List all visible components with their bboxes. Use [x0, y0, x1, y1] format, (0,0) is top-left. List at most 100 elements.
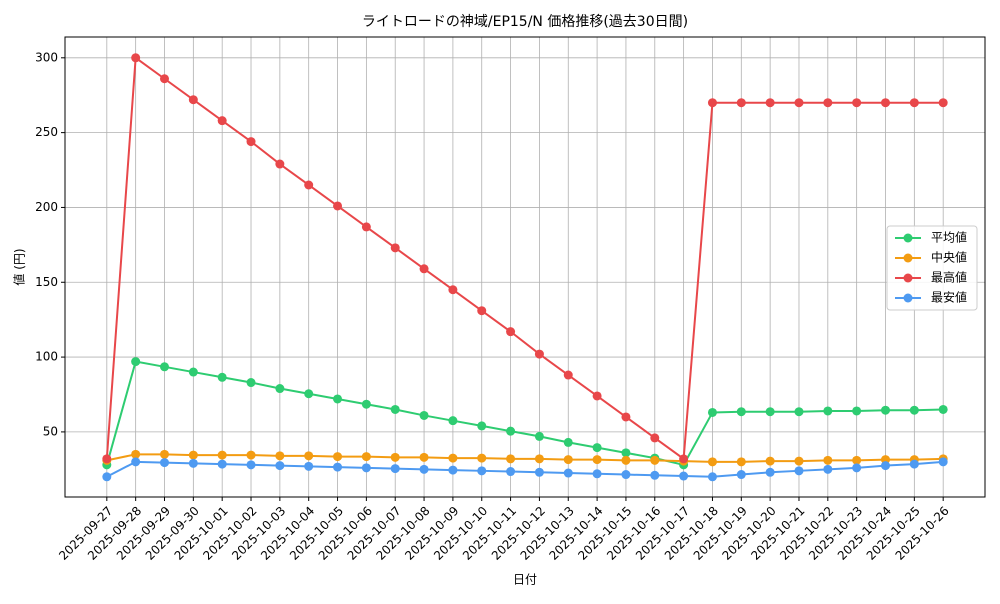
point: [679, 454, 689, 464]
point: [794, 466, 804, 476]
point: [852, 406, 862, 416]
point: [621, 412, 631, 422]
point: [852, 98, 862, 108]
point: [650, 455, 660, 465]
point: [419, 410, 429, 420]
point: [333, 201, 343, 211]
point: [217, 116, 227, 126]
point: [534, 467, 544, 477]
point: [361, 463, 371, 473]
point: [563, 437, 573, 447]
point: [419, 264, 429, 274]
legend-marker: [903, 273, 913, 283]
point: [794, 98, 804, 108]
point: [304, 389, 314, 399]
point: [534, 454, 544, 464]
point: [217, 372, 227, 382]
plot-frame: [64, 36, 986, 498]
point: [534, 431, 544, 441]
series-line: [105, 360, 944, 466]
point: [823, 455, 833, 465]
point: [592, 443, 602, 453]
point: [707, 457, 717, 467]
point: [275, 159, 285, 169]
point: [188, 95, 198, 105]
point: [823, 406, 833, 416]
y-tick-label: 150: [35, 275, 58, 289]
point: [909, 405, 919, 415]
legend-label: 最安値: [931, 290, 967, 305]
point: [621, 455, 631, 465]
point: [765, 407, 775, 417]
point: [304, 461, 314, 471]
y-tick-label: 200: [35, 200, 58, 214]
legend-marker: [903, 293, 913, 303]
point: [304, 180, 314, 190]
point: [246, 460, 256, 470]
point: [794, 407, 804, 417]
point: [304, 451, 314, 461]
point: [794, 456, 804, 466]
point: [102, 454, 112, 464]
point: [275, 461, 285, 471]
legend-label: 平均値: [931, 230, 967, 245]
point: [448, 453, 458, 463]
point: [534, 349, 544, 359]
point: [909, 459, 919, 469]
point: [736, 407, 746, 417]
point: [679, 471, 689, 481]
point: [333, 394, 343, 404]
point: [390, 243, 400, 253]
point: [852, 455, 862, 465]
point: [361, 399, 371, 409]
point: [765, 98, 775, 108]
point: [131, 357, 141, 367]
point: [621, 448, 631, 458]
point: [246, 450, 256, 460]
point: [390, 404, 400, 414]
legend-marker: [903, 233, 913, 243]
point: [506, 454, 516, 464]
point: [881, 461, 891, 471]
legend-label: 中央値: [931, 250, 967, 265]
chart-title: ライトロードの神域/EP15/N 価格推移(過去30日間): [362, 14, 688, 30]
series-line: [105, 55, 944, 461]
point: [707, 472, 717, 482]
legend-label: 最高値: [931, 270, 967, 285]
point: [448, 465, 458, 475]
point: [563, 370, 573, 380]
point: [188, 367, 198, 377]
point: [131, 449, 141, 459]
point: [102, 472, 112, 482]
point: [823, 464, 833, 474]
x-axis-label: 日付: [513, 573, 537, 587]
point: [275, 451, 285, 461]
point: [477, 306, 487, 316]
point: [707, 98, 717, 108]
point: [563, 455, 573, 465]
point: [881, 98, 891, 108]
legend-marker: [903, 253, 913, 263]
y-tick-label: 250: [35, 125, 58, 139]
point: [188, 450, 198, 460]
point: [361, 222, 371, 232]
point: [159, 74, 169, 84]
point: [275, 384, 285, 394]
point: [938, 98, 948, 108]
point: [246, 378, 256, 388]
point: [881, 405, 891, 415]
point: [131, 457, 141, 467]
point: [736, 470, 746, 480]
point: [506, 327, 516, 337]
point: [736, 457, 746, 467]
point: [419, 464, 429, 474]
point: [390, 452, 400, 462]
y-tick-label: 100: [35, 350, 58, 364]
point: [390, 464, 400, 474]
point: [765, 456, 775, 466]
point: [159, 362, 169, 372]
point: [621, 470, 631, 480]
point: [707, 407, 717, 417]
point: [131, 53, 141, 63]
